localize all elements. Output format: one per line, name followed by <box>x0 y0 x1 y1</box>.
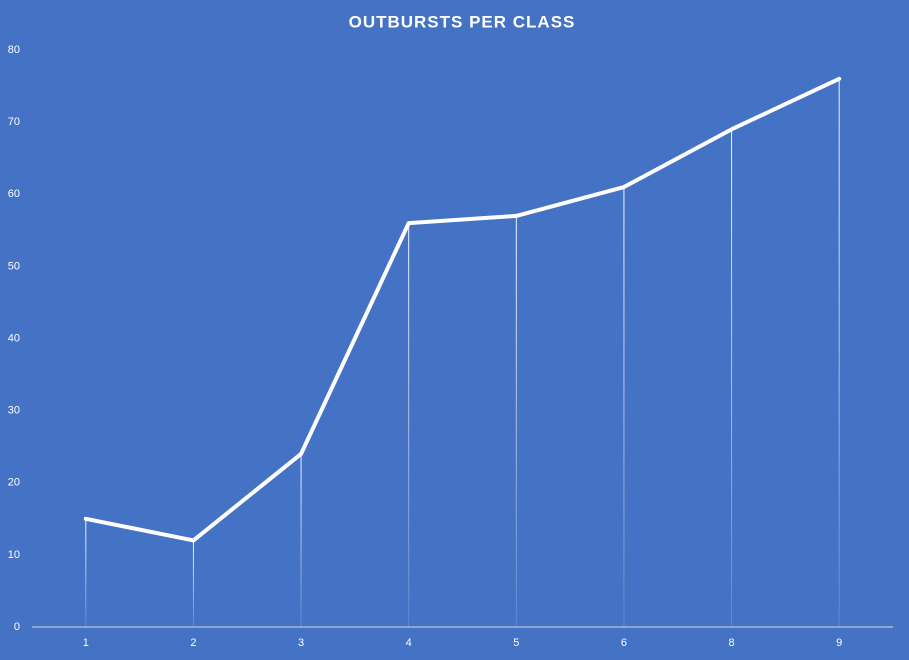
x-tick-label: 6 <box>621 637 627 649</box>
drop-line <box>838 78 840 628</box>
drop-line <box>300 453 302 627</box>
drop-line <box>623 187 625 627</box>
drop-line <box>85 518 87 627</box>
drop-line <box>192 540 194 627</box>
y-tick-label: 0 <box>14 621 20 633</box>
x-tick-label: 5 <box>513 637 519 649</box>
y-tick-label: 30 <box>8 405 20 417</box>
drop-line <box>515 215 517 627</box>
chart-title: OUTBURSTS PER CLASS <box>349 12 576 31</box>
y-tick-label: 10 <box>8 549 20 561</box>
x-tick-label: 8 <box>729 637 735 649</box>
y-tick-label: 40 <box>8 332 20 344</box>
y-tick-label: 70 <box>8 116 20 128</box>
y-tick-label: 50 <box>8 260 20 272</box>
data-line <box>83 76 842 543</box>
y-tick-label: 20 <box>8 477 20 489</box>
x-tick-label: 4 <box>406 637 412 649</box>
x-tick-label: 3 <box>298 637 304 649</box>
x-tick-label: 1 <box>83 637 89 649</box>
y-tick-label: 60 <box>8 188 20 200</box>
drop-line <box>731 129 733 627</box>
y-tick-label: 80 <box>8 44 20 56</box>
drop-line <box>408 223 410 627</box>
x-tick-label: 2 <box>190 637 196 649</box>
x-tick-label: 9 <box>836 637 842 649</box>
